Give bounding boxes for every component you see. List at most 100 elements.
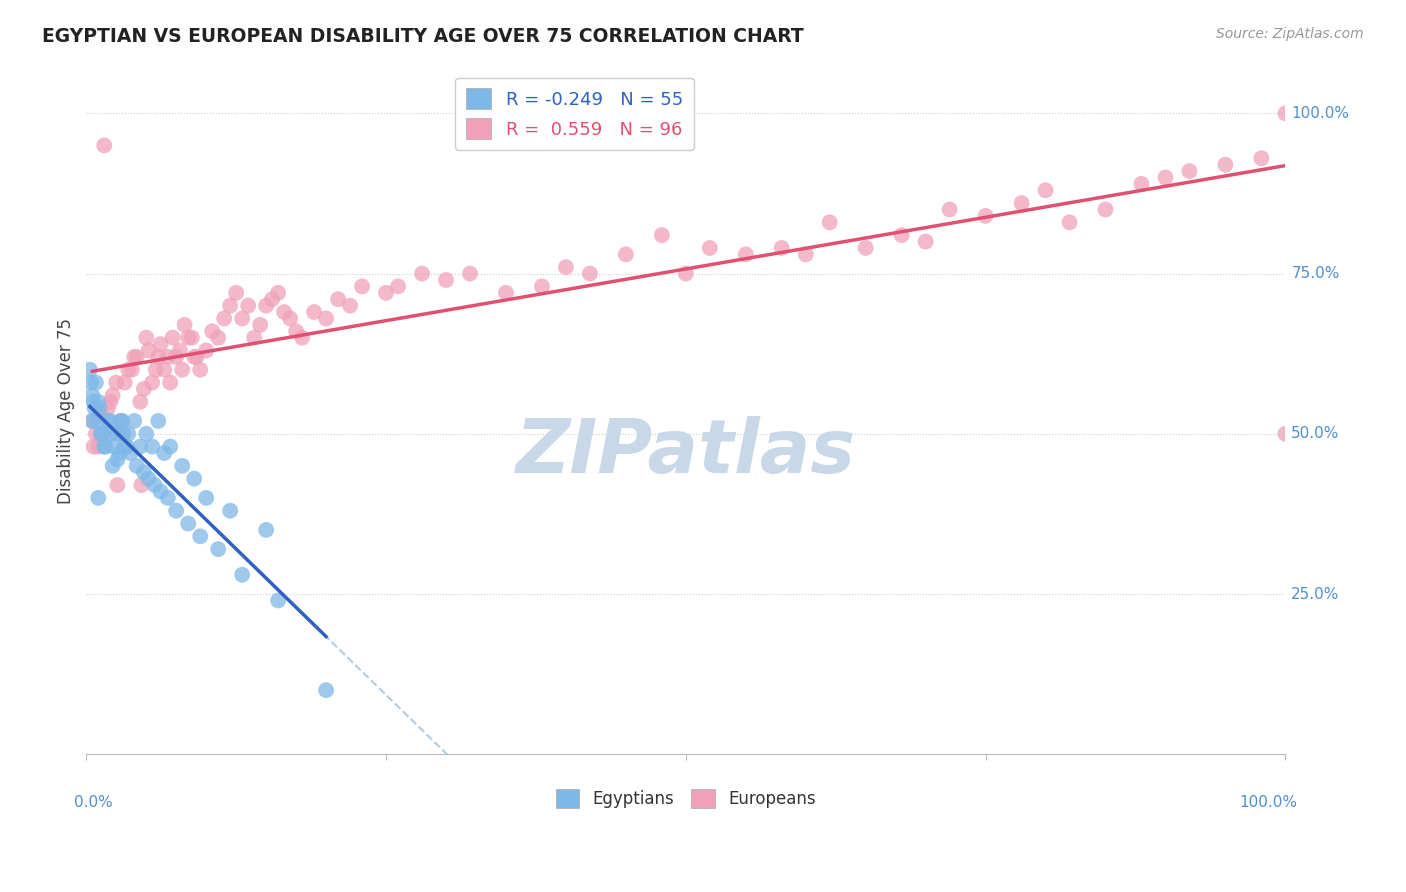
Point	[387, 279, 409, 293]
Point	[122, 414, 145, 428]
Point	[125, 458, 148, 473]
Text: 75.0%: 75.0%	[1291, 266, 1340, 281]
Point	[172, 362, 194, 376]
Point	[159, 376, 181, 390]
Point	[165, 504, 187, 518]
Point	[107, 478, 129, 492]
Point	[138, 472, 160, 486]
Point	[79, 362, 101, 376]
Point	[82, 414, 104, 428]
Point	[100, 426, 122, 441]
Point	[148, 414, 170, 428]
Point	[315, 683, 337, 698]
Point	[125, 350, 148, 364]
Point	[105, 376, 128, 390]
Point	[91, 426, 114, 441]
Point	[273, 305, 295, 319]
Point	[243, 331, 266, 345]
Point	[98, 414, 121, 428]
Point	[141, 376, 163, 390]
Point	[87, 491, 110, 505]
Point	[207, 331, 229, 345]
Point	[111, 414, 134, 428]
Point	[98, 394, 121, 409]
Point	[1035, 183, 1057, 197]
Point	[267, 593, 290, 607]
Point	[101, 388, 124, 402]
Point	[111, 426, 134, 441]
Point	[278, 311, 301, 326]
Point	[162, 331, 184, 345]
Y-axis label: Disability Age Over 75: Disability Age Over 75	[58, 318, 75, 504]
Point	[794, 247, 817, 261]
Point	[83, 401, 105, 416]
Point	[97, 401, 120, 416]
Point	[1274, 106, 1296, 120]
Point	[132, 382, 155, 396]
Point	[375, 285, 398, 300]
Point	[115, 440, 138, 454]
Point	[614, 247, 637, 261]
Point	[89, 401, 111, 416]
Text: Source: ZipAtlas.com: Source: ZipAtlas.com	[1216, 27, 1364, 41]
Point	[145, 362, 167, 376]
Point	[149, 484, 172, 499]
Point	[914, 235, 936, 249]
Point	[135, 331, 157, 345]
Point	[195, 343, 218, 358]
Point	[1094, 202, 1116, 217]
Point	[458, 267, 481, 281]
Point	[339, 299, 361, 313]
Point	[153, 362, 176, 376]
Point	[101, 458, 124, 473]
Point	[177, 516, 200, 531]
Point	[103, 440, 125, 454]
Point	[651, 228, 673, 243]
Point	[1250, 151, 1272, 165]
Point	[207, 542, 229, 557]
Point	[1178, 164, 1201, 178]
Point	[156, 491, 179, 505]
Text: EGYPTIAN VS EUROPEAN DISABILITY AGE OVER 75 CORRELATION CHART: EGYPTIAN VS EUROPEAN DISABILITY AGE OVER…	[42, 27, 804, 45]
Point	[108, 446, 131, 460]
Point	[132, 465, 155, 479]
Point	[434, 273, 457, 287]
Point	[219, 504, 242, 518]
Point	[87, 394, 110, 409]
Point	[249, 318, 271, 332]
Point	[201, 324, 224, 338]
Point	[315, 311, 337, 326]
Point	[212, 311, 235, 326]
Point	[82, 414, 104, 428]
Point	[148, 350, 170, 364]
Point	[80, 376, 103, 390]
Point	[195, 491, 218, 505]
Point	[180, 331, 202, 345]
Point	[90, 408, 112, 422]
Point	[114, 376, 136, 390]
Point	[122, 350, 145, 364]
Point	[153, 446, 176, 460]
Point	[219, 299, 242, 313]
Point	[117, 426, 139, 441]
Point	[1130, 177, 1153, 191]
Point	[93, 138, 115, 153]
Point	[138, 343, 160, 358]
Point	[129, 394, 152, 409]
Point	[105, 426, 128, 441]
Point	[121, 362, 143, 376]
Point	[90, 426, 112, 441]
Point	[267, 285, 290, 300]
Text: 100.0%: 100.0%	[1291, 106, 1350, 121]
Point	[84, 376, 107, 390]
Point	[135, 426, 157, 441]
Point	[302, 305, 325, 319]
Point	[411, 267, 433, 281]
Point	[890, 228, 912, 243]
Point	[87, 440, 110, 454]
Point	[94, 440, 117, 454]
Legend: Egyptians, Europeans: Egyptians, Europeans	[550, 782, 823, 814]
Point	[285, 324, 308, 338]
Point	[141, 440, 163, 454]
Point	[530, 279, 553, 293]
